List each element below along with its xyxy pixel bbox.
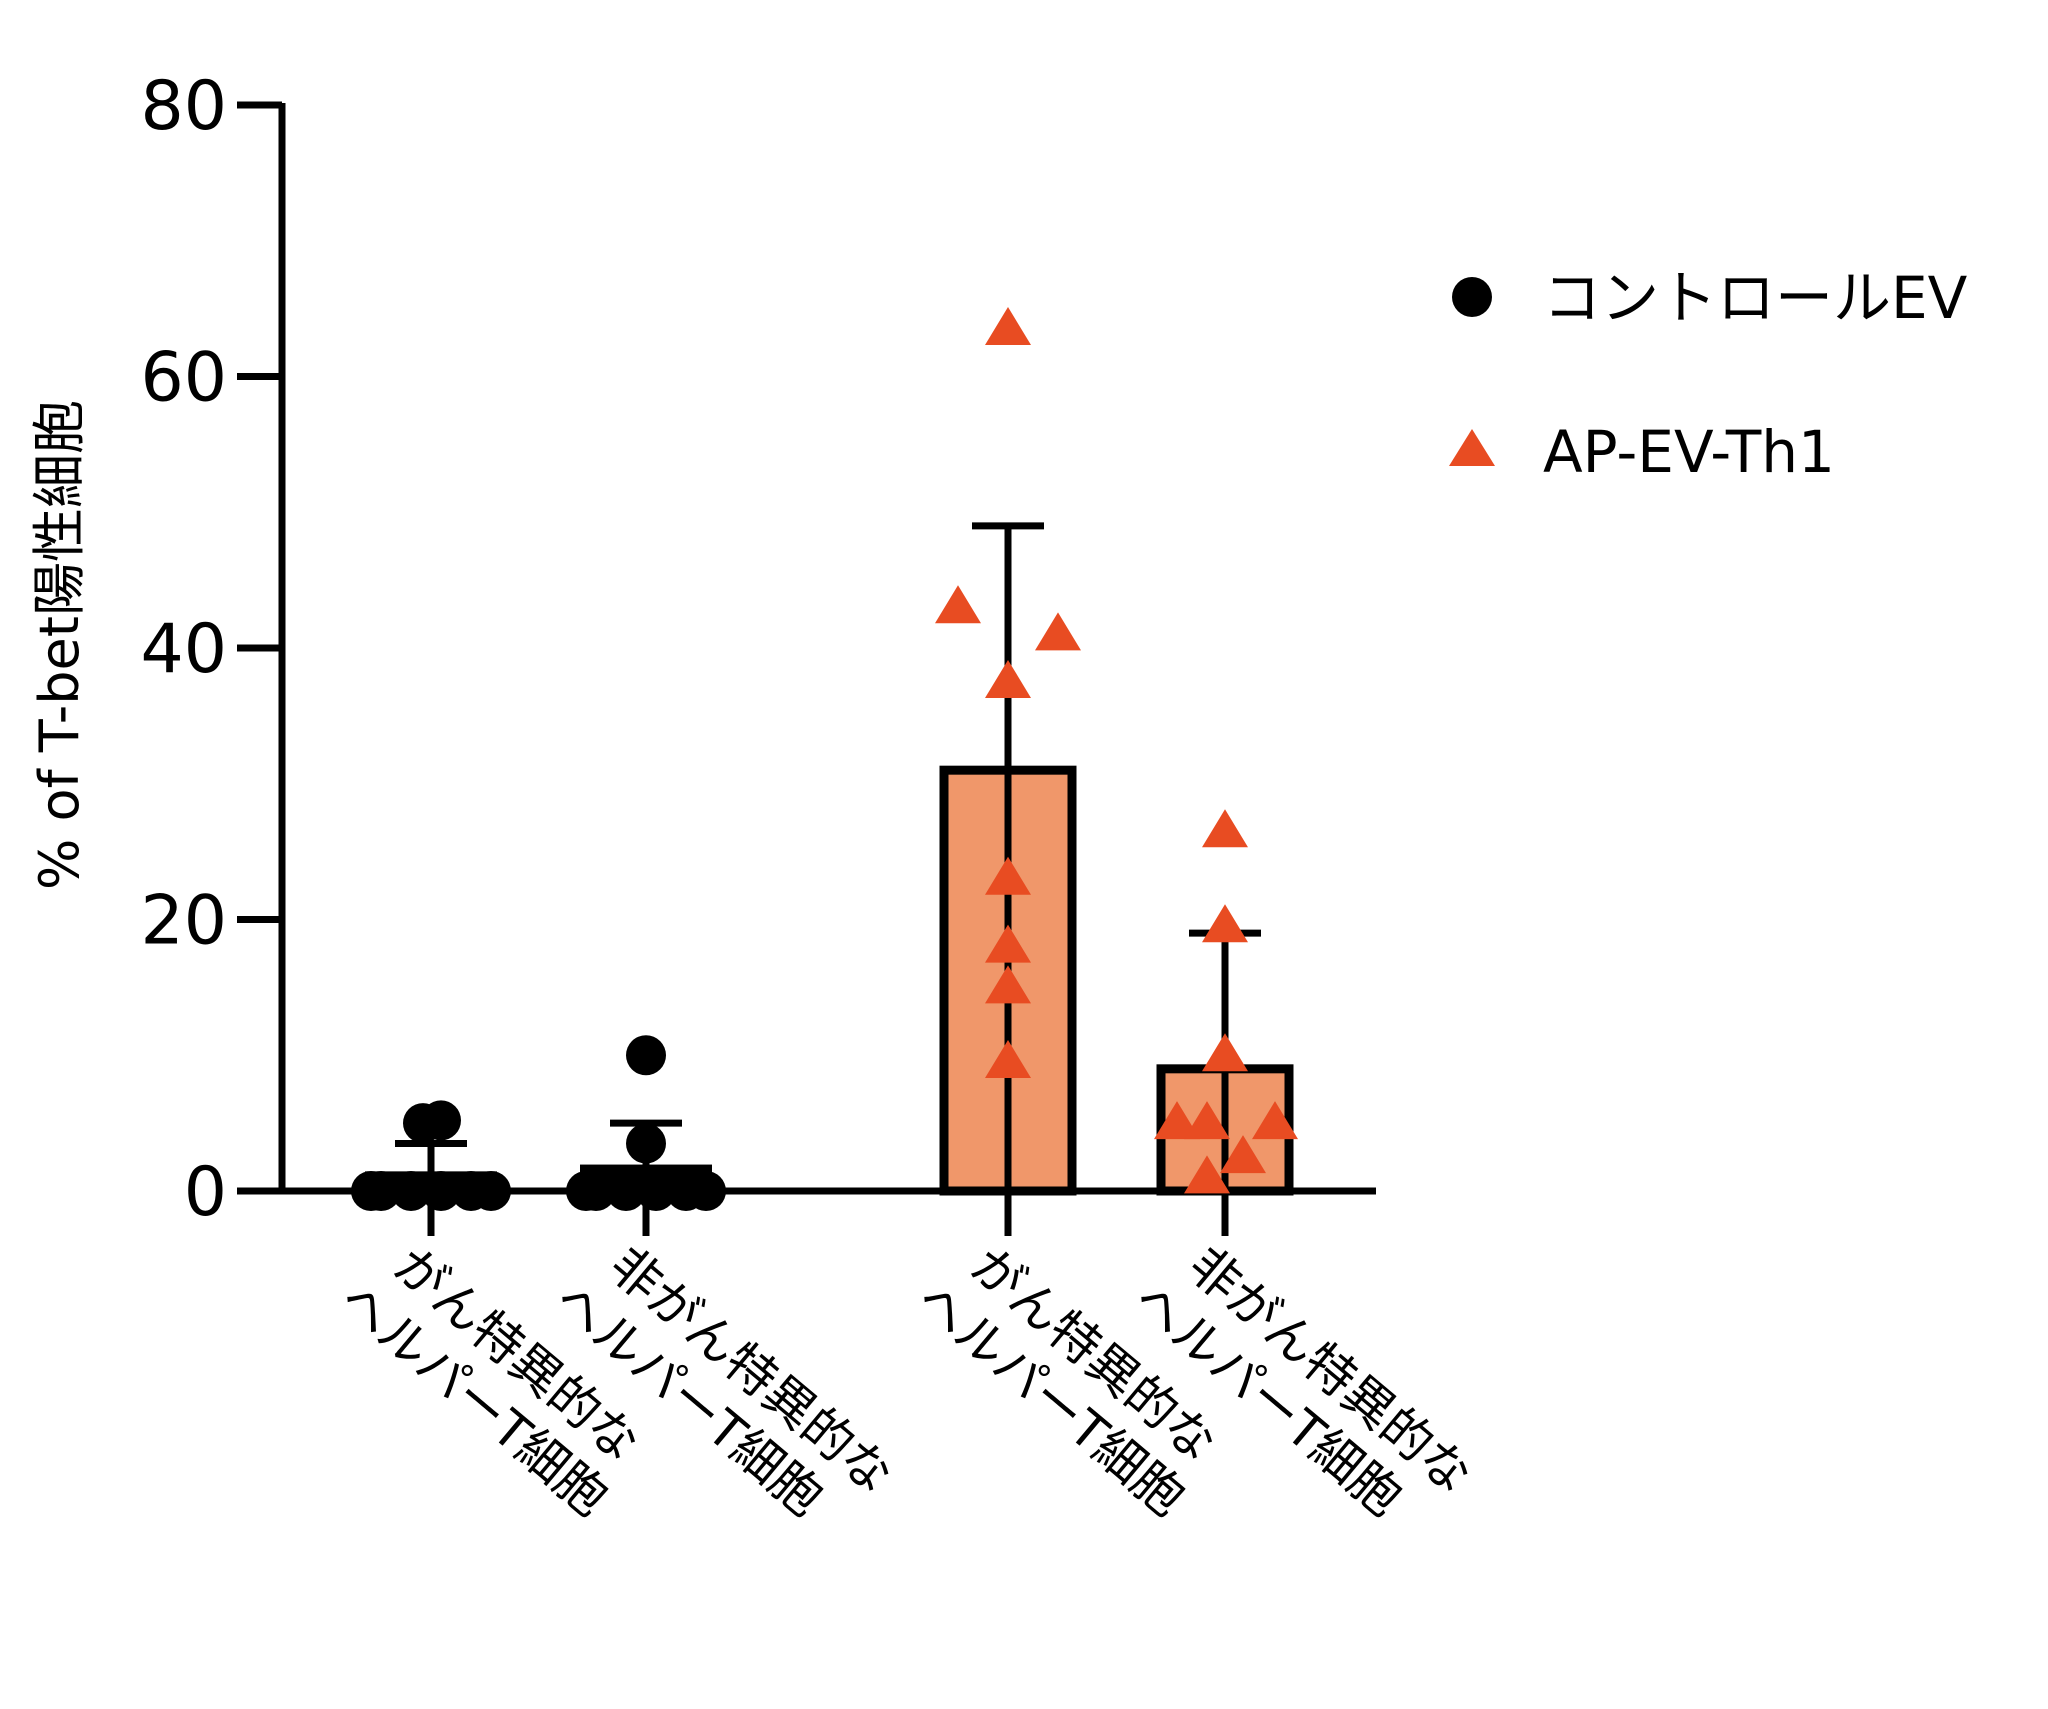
data-point-control: [361, 1171, 401, 1211]
data-point-control: [686, 1171, 726, 1211]
y-tick-label: 0: [184, 1153, 227, 1232]
legend-marker-control: [1452, 277, 1492, 317]
data-point-ap-ev: [935, 585, 981, 624]
data-point-ap-ev: [1202, 1033, 1248, 1072]
data-point-ap-ev: [985, 965, 1031, 1004]
data-point-ap-ev: [985, 924, 1031, 963]
y-tick-label: 40: [140, 610, 227, 689]
data-point-ap-ev: [985, 1040, 1031, 1079]
data-point-ap-ev: [1202, 809, 1248, 848]
data-point-control: [636, 1171, 676, 1211]
data-point-ap-ev: [1154, 1101, 1200, 1140]
data-point-control: [391, 1171, 431, 1211]
data-point-control: [626, 1123, 666, 1164]
data-point-control: [421, 1100, 461, 1141]
data-point-control: [576, 1171, 616, 1211]
data-point-ap-ev: [1035, 612, 1081, 651]
data-point-ap-ev: [1184, 1155, 1230, 1194]
data-point-control: [626, 1035, 666, 1076]
legend-label-ap-ev: AP-EV-Th1: [1543, 418, 1835, 486]
data-point-ap-ev: [985, 856, 1031, 895]
y-tick-label: 60: [140, 339, 227, 418]
legend-marker-ap-ev: [1449, 429, 1495, 466]
y-tick-label: 80: [140, 67, 227, 146]
data-point-ap-ev: [985, 306, 1031, 345]
data-point-control: [606, 1171, 646, 1211]
legend-label-control: コントロールEV: [1543, 264, 1968, 332]
data-point-control: [421, 1171, 461, 1211]
data-point-ap-ev: [985, 659, 1031, 698]
data-point-ap-ev: [1184, 1101, 1230, 1140]
data-point-ap-ev: [1220, 1135, 1266, 1174]
data-point-ap-ev: [1202, 904, 1248, 943]
data-point-ap-ev: [1252, 1101, 1298, 1140]
y-tick-label: 20: [140, 882, 227, 961]
y-axis-label: % of T-bet陽性細胞: [28, 400, 91, 890]
data-point-control: [471, 1171, 511, 1211]
legend: コントロールEV AP-EV-Th1: [1449, 264, 1968, 486]
